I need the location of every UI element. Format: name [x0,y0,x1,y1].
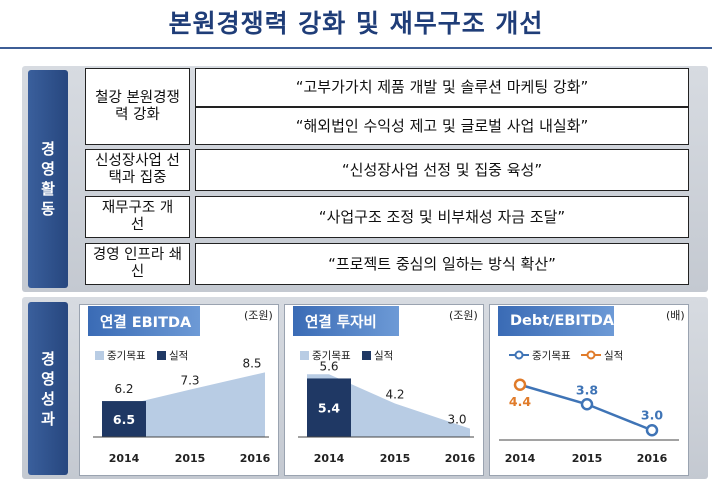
statement-text: “신성장사업 선정 및 집중 육성” [341,160,543,179]
actual-value-label: 4.4 [509,394,531,409]
plan-point [645,424,659,437]
plan-value-label: 6.2 [114,382,133,396]
capex-unit: (조원) [449,309,478,322]
plan-value-label: 3.0 [641,407,663,422]
actual-point [513,378,527,391]
x-tick-label: 2014 [314,452,345,465]
legend-label-actual: 실적 [604,350,623,362]
debt-ebitda-chart-title: Debt/EBITDA [498,306,614,336]
actual-bar-2014 [102,401,146,437]
plan-point [580,398,594,411]
x-tick-label: 2016 [240,452,271,465]
actual-bar-2014 [307,378,351,437]
x-tick-label: 2016 [637,452,668,465]
debt-ebitda-unit: (배) [666,309,685,322]
debt-ebitda-chart: 중기목표 실적 3.8 3.0 4.4 2014 2015 2016 [499,350,679,465]
plan-value-label: 8.5 [242,356,261,370]
category-label: 신성장사업 선택과 집중 [95,153,180,186]
plan-value-label: 3.0 [447,413,466,427]
statement-text: “프로젝트 중심의 일하는 방식 확산” [328,254,556,273]
capex-chart: 중기목표 실적 5.6 4.2 3.0 5.4 2014 2015 2016 [298,350,476,465]
legend-label-plan: 중기목표 [312,350,351,362]
x-tick-label: 2015 [572,452,603,465]
x-tick-label: 2014 [505,452,536,465]
category-box-new-growth: 신성장사업 선택과 집중 [85,149,190,191]
statement-box: “프로젝트 중심의 일하는 방식 확산” [195,243,689,285]
legend-label-plan: 중기목표 [532,350,571,362]
statement-box: “신성장사업 선정 및 집중 육성” [195,149,689,191]
legend-swatch-actual [157,351,166,360]
performance-label: 경영성과 [28,302,68,475]
page-title: 본원경쟁력 강화 및 재무구조 개선 [168,9,544,38]
legend-swatch-plan [95,351,104,360]
statement-text: “해외법인 수익성 제고 및 글로벌 사업 내실화” [295,116,589,135]
statement-box: “사업구조 조정 및 비부채성 자금 조달” [195,196,689,238]
x-tick-label: 2015 [175,452,206,465]
legend-label-actual: 실적 [374,350,393,362]
ebitda-chart-title: 연결 EBITDA [88,306,200,336]
legend-marker-actual [586,350,596,360]
legend-swatch-actual [362,351,371,360]
statement-text: “고부가가치 제품 개발 및 솔루션 마케팅 강화” [295,78,589,96]
title-divider [0,47,712,49]
legend-swatch-plan [300,351,309,360]
plan-value-label: 5.6 [319,359,338,373]
category-label: 경영 인프라 쇄신 [92,247,183,280]
legend-marker-plan [514,350,524,360]
plan-value-label: 7.3 [180,374,199,388]
ebitda-chart: 중기목표 실적 6.2 7.3 8.5 6.5 2014 2015 2016 [93,350,271,465]
actual-value-label: 5.4 [318,401,340,416]
category-box-financial: 재무구조 개선 [85,196,190,238]
category-label: 재무구조 개선 [101,200,174,233]
plan-value-label: 3.8 [576,382,598,397]
statement-box: “해외법인 수익성 제고 및 글로벌 사업 내실화” [195,107,689,145]
category-label: 철강 본원경쟁력 강화 [95,89,180,123]
activities-label: 경영활동 [28,70,68,288]
statement-text: “사업구조 조정 및 비부채성 자금 조달” [318,207,566,226]
statement-box: “고부가가치 제품 개발 및 솔루션 마케팅 강화” [195,68,689,107]
ebitda-unit: (조원) [244,309,273,322]
capex-chart-title: 연결 투자비 [293,306,399,336]
category-box-steel: 철강 본원경쟁력 강화 [85,68,190,145]
category-box-infra: 경영 인프라 쇄신 [85,243,190,285]
legend-label-actual: 실적 [169,350,188,362]
plan-value-label: 4.2 [385,388,404,402]
x-tick-label: 2015 [380,452,411,465]
actual-value-label: 6.5 [113,412,135,427]
x-tick-label: 2014 [109,452,140,465]
x-tick-label: 2016 [445,452,476,465]
legend-label-plan: 중기목표 [107,350,146,362]
